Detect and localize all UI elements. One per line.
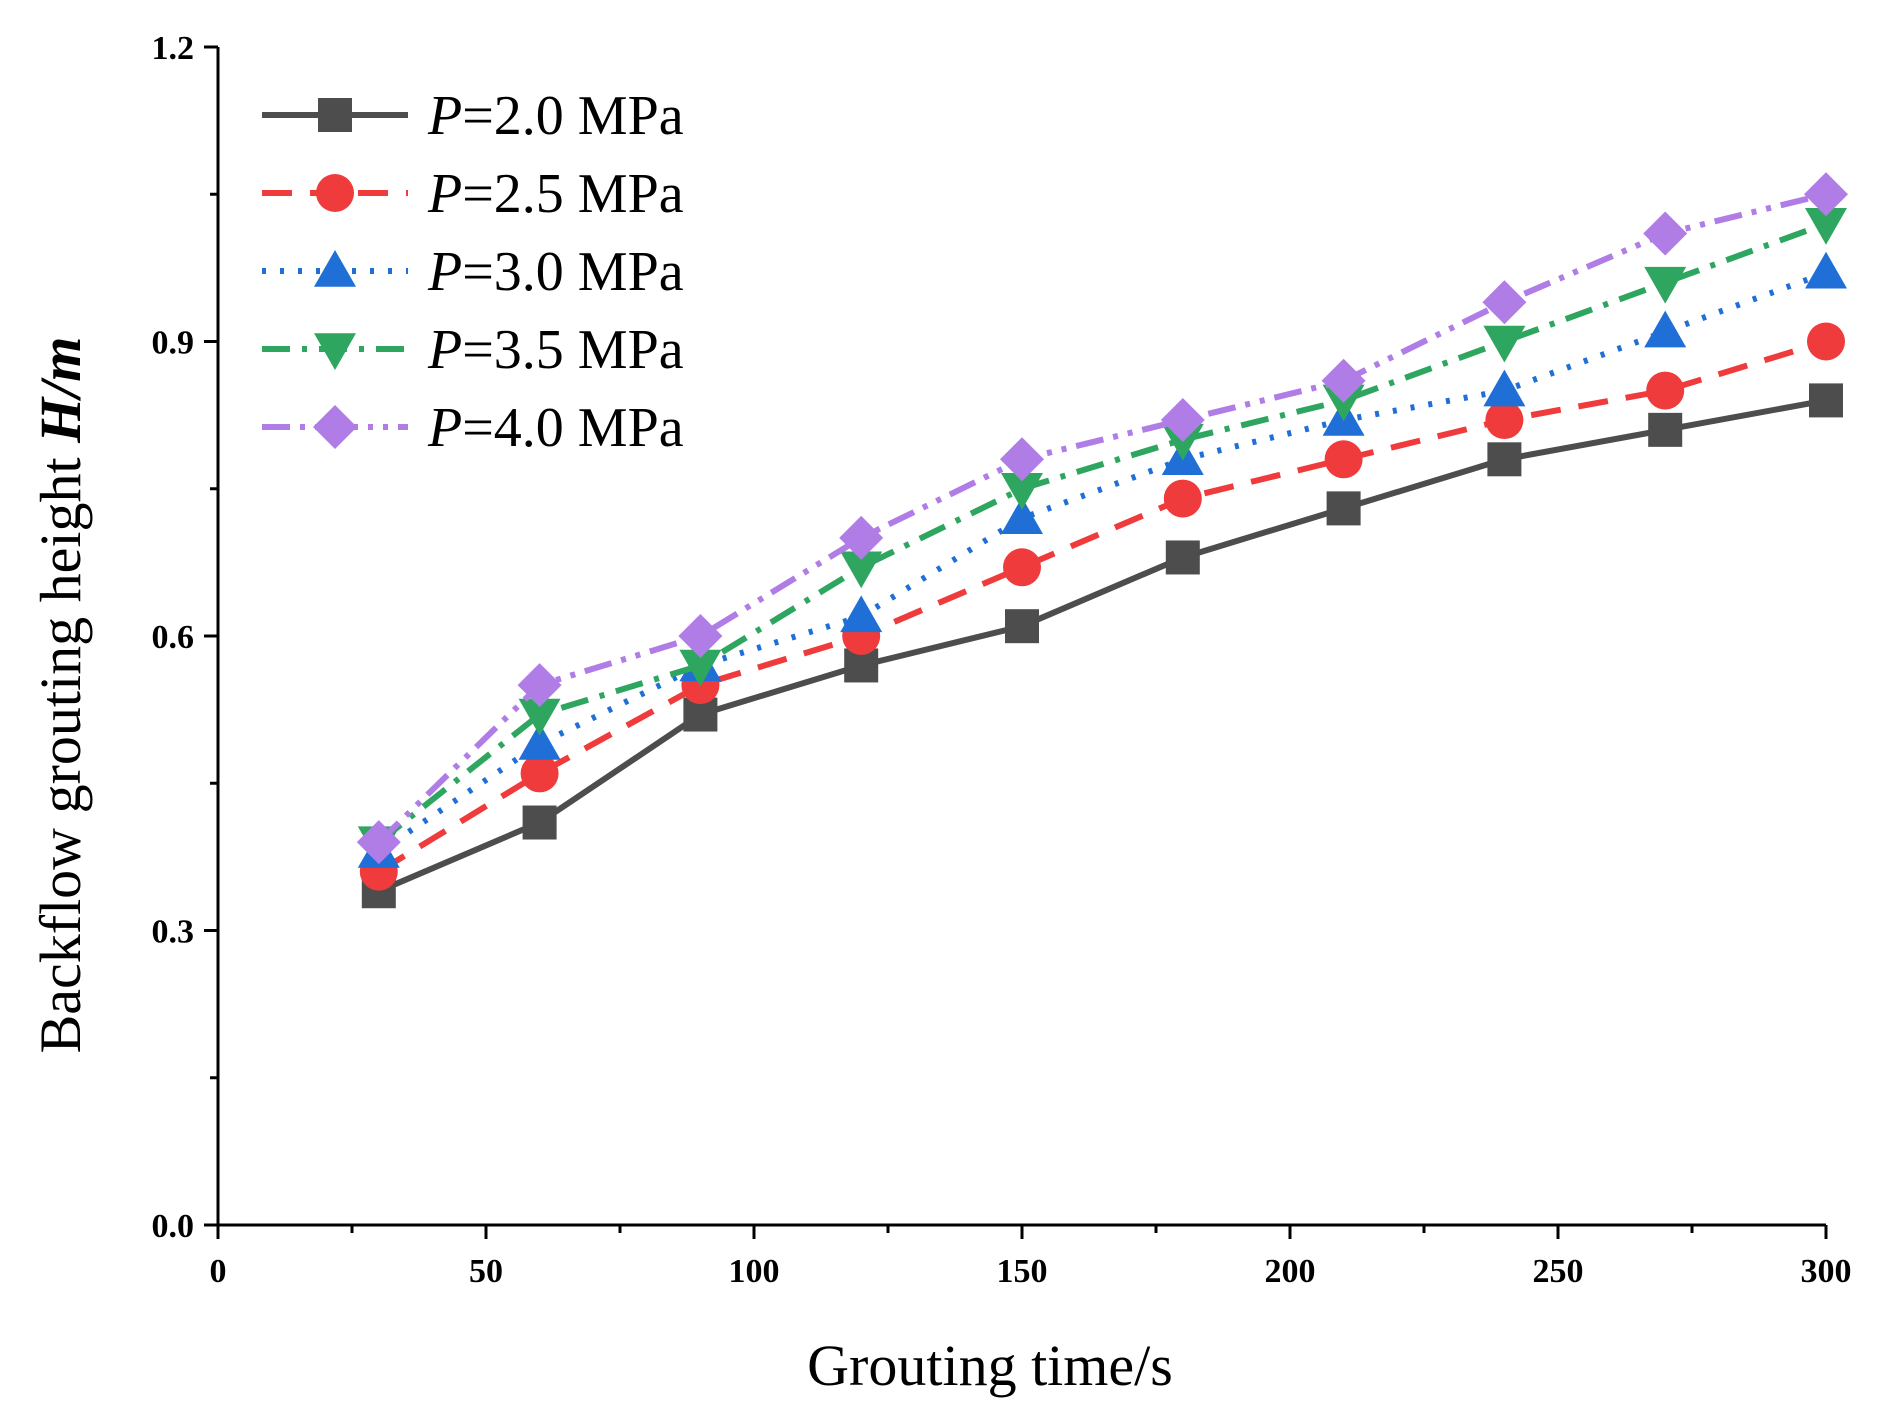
data-point <box>678 614 723 658</box>
data-point <box>1485 401 1524 440</box>
data-point <box>1005 609 1039 644</box>
legend-label-text: =4.0 MPa <box>462 397 684 459</box>
data-point <box>356 820 401 865</box>
legend-label-variable: P <box>427 241 462 303</box>
data-point <box>840 551 883 589</box>
data-point <box>520 754 559 793</box>
data-point <box>1805 251 1847 289</box>
data-point <box>1482 280 1527 325</box>
data-point <box>1001 497 1043 534</box>
data-point <box>1644 310 1687 348</box>
data-point <box>1324 440 1363 479</box>
data-point <box>840 595 883 633</box>
y-axis-title-text: Backflow grouting height <box>28 443 93 1054</box>
x-tick-label: 250 <box>1533 1253 1584 1290</box>
data-point <box>1805 207 1847 245</box>
legend-label-variable: P <box>427 85 462 147</box>
x-tick-label: 50 <box>469 1253 503 1290</box>
legend-item-1: P=2.0 MPa <box>262 85 684 147</box>
data-point <box>518 698 561 736</box>
series-1 <box>361 383 1843 909</box>
legend-marker <box>314 250 356 287</box>
legend-marker <box>313 405 357 449</box>
x-tick-label: 100 <box>729 1253 780 1290</box>
series-4 <box>357 207 1847 864</box>
data-point <box>1165 540 1200 575</box>
data-point <box>679 649 722 687</box>
legend-label-text: =2.0 MPa <box>462 85 684 147</box>
legend-label-text: =3.5 MPa <box>462 319 684 381</box>
data-point <box>1646 371 1685 410</box>
data-point <box>1483 369 1526 407</box>
y-tick-label: 0.6 <box>152 619 195 656</box>
legend-marker <box>318 98 352 132</box>
x-tick-label: 300 <box>1801 1253 1852 1290</box>
x-tick-label: 0 <box>210 1253 227 1290</box>
y-tick-label: 0.3 <box>152 914 195 951</box>
data-point <box>1321 358 1366 403</box>
data-point <box>1326 491 1361 526</box>
data-point <box>1161 423 1204 461</box>
legend-label-variable: P <box>427 319 462 381</box>
legend-label-variable: P <box>427 397 462 459</box>
legend-item-3: P=3.0 MPa <box>262 241 684 303</box>
data-point <box>1807 322 1845 361</box>
series-line <box>377 397 1827 894</box>
legend-label: P=3.0 MPa <box>427 241 684 303</box>
data-point <box>839 515 884 560</box>
data-point <box>1483 325 1526 363</box>
data-point <box>1001 473 1043 510</box>
y-axis-title: Backflow grouting height H/m <box>28 337 93 1054</box>
x-tick-label: 200 <box>1265 1253 1316 1290</box>
y-axis-title-variable: H/m <box>28 337 93 444</box>
legend-label-text: =2.5 MPa <box>462 163 684 225</box>
y-tick-label: 1.2 <box>152 30 195 67</box>
data-point <box>1648 412 1683 447</box>
series-line <box>377 338 1827 875</box>
series-line <box>376 191 1827 845</box>
legend-item-4: P=3.5 MPa <box>262 319 684 381</box>
data-point <box>1000 437 1044 482</box>
data-point <box>1487 442 1522 477</box>
data-point <box>522 805 557 840</box>
series-layer <box>356 172 1848 909</box>
legend-label-variable: P <box>427 163 462 225</box>
axes: 0 50 100 150 200 250 300 0.0 0.3 0.6 0.9 1.2 <box>152 30 1852 1290</box>
data-point <box>1804 172 1848 217</box>
y-tick-label: 0.0 <box>152 1208 195 1245</box>
data-point <box>1163 479 1202 518</box>
series-5 <box>356 172 1848 865</box>
data-point <box>1644 266 1687 304</box>
legend-item-5: P=4.0 MPa <box>262 397 684 459</box>
data-point <box>517 663 562 708</box>
data-point <box>518 722 561 760</box>
x-axis-title: Grouting time/s <box>807 1333 1173 1398</box>
data-point <box>1322 384 1365 422</box>
series-line <box>377 269 1828 855</box>
legend-label: P=3.5 MPa <box>427 319 684 381</box>
legend-marker <box>314 333 356 370</box>
legend-label-text: =3.0 MPa <box>462 241 684 303</box>
legend-label: P=4.0 MPa <box>427 397 684 459</box>
x-tick-label: 150 <box>997 1253 1048 1290</box>
data-point <box>1643 211 1688 256</box>
data-point <box>1003 548 1041 587</box>
data-point <box>1809 383 1843 418</box>
series-line <box>376 220 1828 845</box>
legend-marker <box>316 174 354 212</box>
legend-label: P=2.5 MPa <box>427 163 684 225</box>
y-tick-label: 0.9 <box>152 325 195 362</box>
legend-label: P=2.0 MPa <box>427 85 684 147</box>
legend-item-2: P=2.5 MPa <box>262 163 684 225</box>
data-point <box>1160 398 1205 443</box>
